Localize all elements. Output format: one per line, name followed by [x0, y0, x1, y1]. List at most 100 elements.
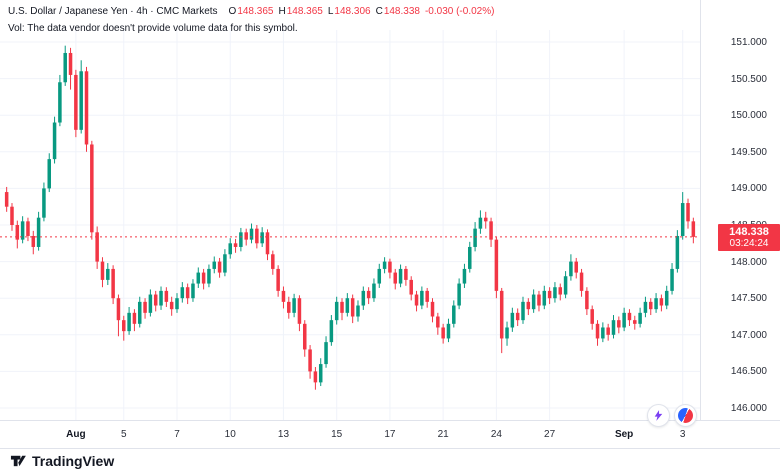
chart-pane[interactable] [0, 0, 700, 420]
low-label: L [327, 6, 334, 17]
candle-body [531, 294, 536, 310]
candle-body [239, 232, 243, 247]
candle-body [4, 192, 9, 207]
candle-body [10, 206, 14, 225]
price-axis-separator [700, 0, 701, 448]
time-scale-label: Sep [614, 429, 634, 440]
candle-body [106, 268, 110, 280]
time-scale-label: 3 [679, 429, 686, 440]
time-scale-label: 15 [331, 429, 343, 440]
candle-body [664, 290, 669, 306]
candle-body [638, 312, 642, 324]
candle-body [137, 301, 142, 324]
candle-body [489, 221, 493, 240]
candle-body [574, 261, 578, 273]
high-label: H [278, 6, 286, 17]
candle-body [292, 298, 296, 313]
bull-bear-sentiment-icon [678, 408, 693, 423]
candle-body [366, 290, 371, 299]
candle-body [622, 312, 626, 328]
candle-body [212, 261, 217, 269]
candle-body [228, 243, 232, 255]
time-scale-label: 5 [120, 429, 127, 440]
time-scale[interactable]: Aug 5 7 10 13 15 17 21 24 27 Sep 3 [0, 420, 780, 449]
candle-body [334, 301, 339, 321]
candle-body [265, 232, 270, 255]
candle-body [542, 290, 547, 306]
tradingview-logo-icon [10, 452, 27, 469]
candle-body [127, 312, 131, 332]
candle-body [590, 309, 594, 324]
candle-body [680, 203, 685, 236]
candle-body [249, 228, 254, 240]
open-value: 148.365 [237, 6, 274, 17]
candle-body [159, 290, 163, 306]
candle-body [425, 290, 429, 302]
candle-body [648, 301, 653, 310]
candle-body [483, 217, 488, 222]
candle-body [191, 283, 195, 299]
candle-body [31, 235, 36, 247]
price-scale-label: 149.500 [730, 146, 767, 158]
candle-body [585, 290, 589, 310]
candle-body [510, 312, 515, 328]
candle-body [526, 301, 531, 310]
candle-body [595, 323, 600, 339]
sentiment-button[interactable] [674, 404, 697, 427]
candle-body [654, 298, 658, 310]
bar-countdown: 03:24:24 [729, 237, 769, 249]
candle-body [420, 290, 424, 306]
candle-body [95, 232, 99, 262]
candle-body [111, 268, 115, 299]
price-scale[interactable]: 151.000150.500150.000149.500149.000148.5… [701, 0, 780, 420]
candle-body [302, 323, 307, 350]
candle-body [132, 312, 137, 324]
candle-body [382, 261, 387, 269]
candle-body [388, 261, 392, 273]
candle-body [499, 290, 504, 339]
candle-body [271, 254, 275, 269]
candle-body [441, 327, 445, 339]
chart-legend: U.S. Dollar / Japanese Yen · 4h · CMC Ma… [8, 6, 494, 34]
time-scale-label: 17 [384, 429, 396, 440]
candle-body [393, 272, 398, 284]
candle-body [547, 290, 552, 299]
candle-body [318, 364, 323, 383]
candle-body [436, 316, 440, 328]
candle-body [223, 254, 227, 273]
price-scale-label: 150.500 [730, 73, 767, 85]
candle-body [505, 327, 509, 339]
candle-body [430, 301, 435, 317]
candle-body [659, 298, 664, 306]
candle-body [276, 268, 280, 291]
candle-body [100, 261, 105, 280]
candle-body [207, 268, 211, 284]
tradingview-logo[interactable]: TradingView [10, 452, 114, 469]
price-scale-label: 150.000 [730, 110, 767, 122]
candle-body [52, 122, 57, 160]
candle-body [398, 268, 403, 284]
candle-body [281, 290, 286, 302]
quick-trade-button[interactable] [647, 404, 670, 427]
candle-body [372, 283, 376, 299]
candle-body [473, 228, 477, 247]
candle-body [79, 71, 83, 130]
candle-body [196, 272, 201, 284]
candle-body [617, 320, 621, 328]
candle-body [404, 268, 408, 280]
candle-body [452, 305, 456, 324]
candle-body [553, 287, 557, 299]
price-scale-label: 146.000 [730, 403, 767, 414]
price-scale-label: 148.000 [730, 256, 767, 268]
low-value: 148.306 [334, 6, 371, 17]
time-scale-label: Aug [66, 429, 86, 440]
candle-body [691, 221, 696, 237]
candle-body [457, 283, 461, 306]
tradingview-logo-text: TradingView [32, 452, 115, 469]
candle-body [356, 305, 360, 317]
candle-body [297, 298, 302, 324]
candle-body [515, 312, 520, 321]
candle-body [446, 323, 451, 339]
